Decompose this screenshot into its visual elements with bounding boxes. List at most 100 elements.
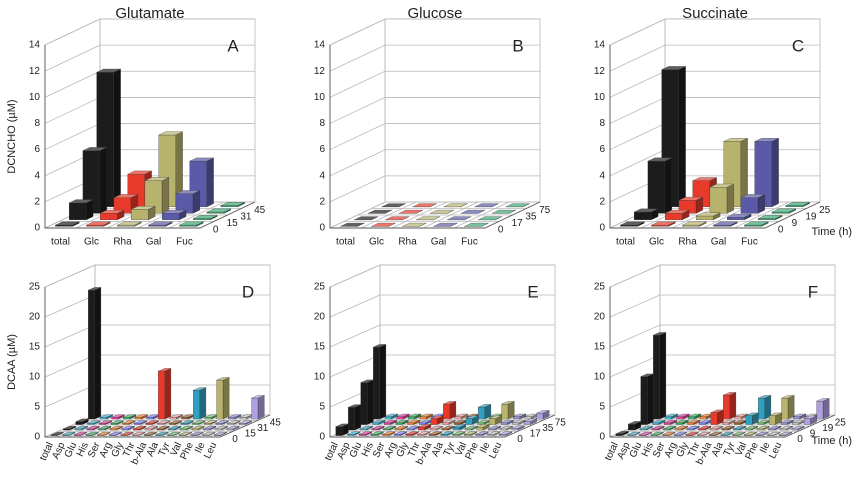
bar [381,203,406,208]
grid-line [44,18,101,46]
bar [385,216,410,221]
bar-top [97,432,111,436]
y-tick-label: 20 [594,312,606,323]
z-tick-label: 0 [778,224,784,235]
bar [779,425,793,431]
z-tick-label: 15 [227,218,239,229]
bar-side [507,401,515,420]
bar-top [214,432,227,436]
bar-front [383,422,391,425]
bar [733,425,747,431]
bar-front [652,422,659,425]
bar [398,209,423,214]
bar-top [395,419,409,423]
bar-top [663,426,676,430]
bar-front [740,197,759,214]
bar-front [803,418,811,425]
bar-front [768,428,775,431]
bar-top [734,413,748,417]
bar-top [381,203,406,208]
bar-top [74,426,88,430]
bar [86,221,111,227]
bar-top [771,208,796,213]
bar-front [441,428,449,431]
bar [167,432,181,436]
bar-top [781,395,795,399]
bar-top [156,426,170,430]
bar [406,425,420,431]
bar [193,387,207,420]
bar-top [661,66,686,70]
bar-front [454,416,462,420]
bar-top [367,209,392,214]
bar [475,431,489,436]
bar-top [148,221,173,226]
bar-top [110,420,124,424]
grid-line [329,201,386,229]
bar-front [744,224,762,227]
bar-top [385,216,410,221]
z-tick-label: 0 [498,224,504,235]
bar [663,425,677,431]
bar [98,420,112,425]
bar [745,412,759,425]
bar [100,209,125,221]
bar [464,425,478,431]
bar-front [713,224,731,227]
bar-front [463,434,471,436]
bar [359,425,373,431]
bar-top [167,432,181,436]
bar-top [88,287,101,291]
bar-front [358,434,366,436]
bar-front [86,428,94,431]
bar [442,419,456,425]
bar [688,413,702,420]
grid-line [44,123,101,150]
bar-top [394,426,408,430]
bar-front [162,213,180,221]
bar-top [710,409,724,413]
y-tick-label: 10 [29,372,41,383]
bar-top [489,415,502,419]
bar-front [180,423,188,425]
y-tick-label: 0 [599,223,605,234]
bar-front [676,416,684,420]
bar [524,413,538,420]
panel-label: E [527,282,538,301]
z-tick-label: 19 [822,423,834,434]
bar-front [687,422,694,425]
bar-front [682,224,700,227]
bar-front [123,417,130,420]
bar [168,425,182,431]
bar-top [443,401,456,405]
grid-line [329,324,381,348]
bar [791,425,805,431]
bar-front [87,423,94,425]
bar [228,414,242,420]
bar-top [158,131,183,136]
bar-top [398,209,423,214]
bar-front [640,376,648,425]
bar [203,420,217,425]
bar-top [524,418,537,422]
grid-line [44,264,96,288]
bar [758,395,772,420]
bar [179,425,193,431]
bar-top [723,138,748,142]
bar-side [367,379,374,425]
bar [86,425,100,431]
bar [395,419,409,425]
bar-top [215,420,229,424]
bar-front [779,428,787,431]
bar [673,432,687,436]
bar-top [193,387,206,391]
bar-front [214,428,222,431]
bar-top [406,426,420,430]
bar-top [791,426,805,430]
bar-side [664,157,672,214]
bar-top [768,426,781,430]
z-tick-label: 15 [245,428,257,439]
bar [740,194,765,214]
bar [734,413,748,420]
bar-top [371,426,385,430]
